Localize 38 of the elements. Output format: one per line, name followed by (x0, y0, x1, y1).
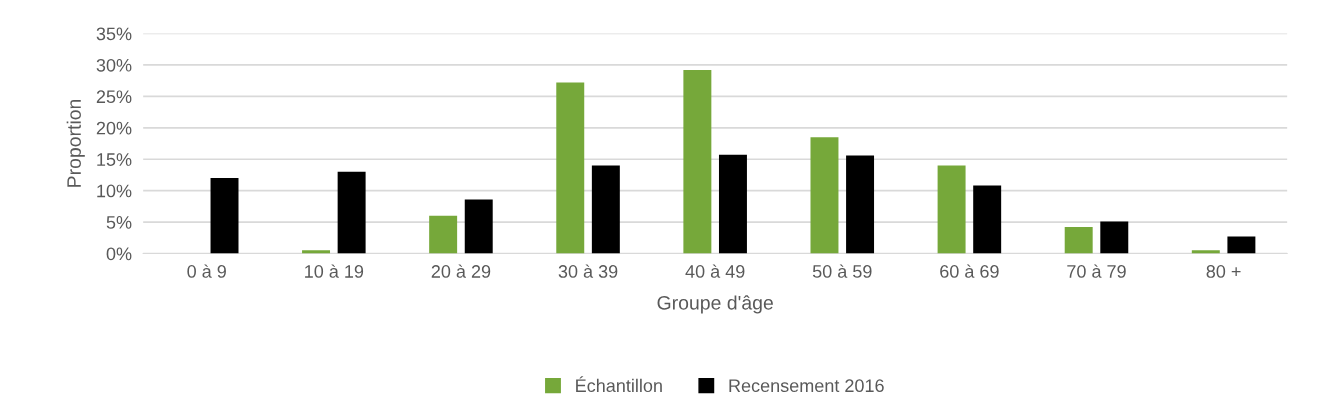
bar (1191, 250, 1220, 254)
bar (429, 215, 458, 254)
x-tick-label: 10 à 19 (305, 264, 364, 278)
x-tick-label: 40 à 49 (685, 264, 745, 278)
bar (302, 250, 331, 254)
y-axis-title: Proportion (66, 99, 85, 187)
x-tick-label: 0 à 9 (187, 264, 226, 278)
y-tick-label: 20% (96, 121, 132, 135)
bar (591, 165, 620, 254)
legend-label: Échantillon (576, 376, 662, 393)
y-tick-label: 5% (106, 216, 132, 229)
x-tick-label: 20 à 29 (431, 264, 491, 278)
x-tick-label: 50 à 59 (812, 264, 872, 278)
bar (1227, 236, 1256, 254)
x-tick-label: 80 + (1206, 265, 1241, 278)
bar (1064, 227, 1093, 254)
y-tick-label: 30% (96, 58, 132, 72)
bar (973, 185, 1002, 254)
bar (937, 165, 966, 254)
x-tick-label: 30 à 39 (558, 264, 618, 278)
x-tick-label: 60 à 69 (940, 264, 999, 278)
bar (337, 171, 366, 254)
bar (1100, 221, 1129, 254)
legend-label: Recensement 2016 (729, 379, 884, 393)
y-tick-label: 10% (97, 184, 132, 198)
bar (464, 199, 493, 254)
x-axis-title: Groupe d'âge (657, 295, 773, 314)
bar (683, 69, 712, 254)
y-tick-label: 15% (97, 153, 132, 166)
bar (718, 154, 747, 254)
y-tick-label: 25% (96, 90, 132, 104)
y-tick-label: 35% (96, 27, 132, 41)
bar (810, 137, 839, 254)
y-tick-label: 0% (106, 247, 132, 261)
bar (556, 82, 585, 254)
x-tick-label: 70 à 79 (1067, 264, 1126, 278)
bar (210, 178, 239, 254)
bar (846, 155, 875, 254)
